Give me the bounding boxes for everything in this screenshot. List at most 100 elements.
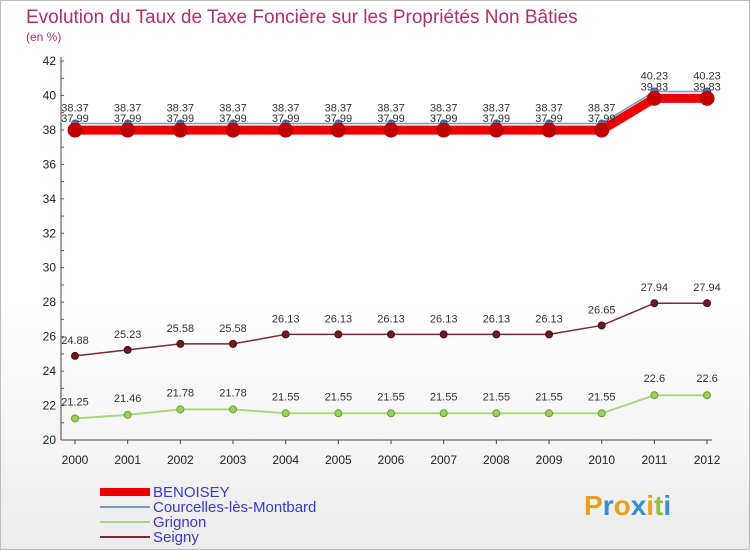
data-label: 26.13	[377, 313, 405, 325]
legend-label: Courcelles-lès-Montbard	[153, 499, 316, 516]
y-tick-label: 42	[43, 54, 57, 68]
data-point	[387, 330, 396, 339]
data-point	[176, 405, 185, 414]
data-label: 38.37	[167, 103, 195, 115]
data-label: 27.94	[693, 282, 721, 294]
data-point	[281, 330, 290, 339]
x-tick-label: 2002	[167, 453, 194, 467]
data-point	[650, 299, 659, 308]
chart-subtitle: (en %)	[26, 30, 61, 44]
data-label: 37.99	[325, 113, 353, 125]
data-label: 40.23	[641, 70, 669, 82]
data-point	[439, 409, 448, 418]
x-tick-label: 2000	[62, 453, 89, 467]
data-label: 38.37	[588, 103, 616, 115]
data-point	[650, 391, 659, 400]
data-point	[176, 339, 185, 348]
y-tick-label: 22	[43, 399, 57, 413]
data-label: 38.37	[430, 103, 458, 115]
x-tick-label: 2004	[272, 453, 299, 467]
data-point	[67, 122, 83, 138]
data-point	[120, 122, 136, 138]
x-tick-label: 2003	[220, 453, 247, 467]
axes: 20 22 24 26 28 30 32 34 36 38 40 42 2000 2001 2002 2003…	[43, 54, 721, 467]
data-label: 38.37	[377, 103, 405, 115]
chart-title: Evolution du Taux de Taxe Foncière sur l…	[26, 7, 578, 28]
data-label: 26.65	[588, 304, 616, 316]
x-tick-label: 2006	[378, 453, 405, 467]
x-tick-label: 2012	[694, 453, 721, 467]
data-label: 38.37	[483, 103, 511, 115]
data-label: 38.37	[325, 103, 353, 115]
data-point	[71, 414, 79, 423]
data-label: 21.78	[219, 387, 247, 399]
data-point	[488, 122, 504, 138]
y-tick-label: 32	[43, 226, 57, 240]
data-point	[387, 409, 396, 418]
data-label: 38.37	[219, 103, 247, 115]
data-label: 21.55	[430, 391, 458, 403]
data-point	[278, 122, 294, 138]
x-tick-label: 2011	[641, 453, 667, 467]
data-label: 26.13	[325, 313, 353, 325]
data-point	[597, 321, 606, 330]
data-point	[123, 345, 132, 354]
data-label: 21.55	[535, 391, 563, 403]
y-tick-label: 24	[43, 364, 57, 378]
logo-letter: o	[614, 490, 631, 521]
data-label: 37.99	[219, 113, 247, 125]
data-point	[436, 122, 452, 138]
y-tick-label: 28	[43, 295, 57, 309]
data-point	[492, 330, 501, 339]
logo-letter: x	[631, 490, 647, 521]
x-tick-label: 2008	[483, 453, 510, 467]
data-label: 37.99	[61, 113, 89, 125]
x-tick-label: 2001	[114, 453, 141, 467]
data-point	[229, 339, 238, 348]
x-tick-label: 2005	[325, 453, 352, 467]
data-label: 37.99	[114, 113, 142, 125]
data-label: 21.55	[325, 391, 353, 403]
data-label: 27.94	[641, 282, 669, 294]
data-point	[172, 122, 188, 138]
data-label: 26.13	[430, 313, 458, 325]
data-label: 39.83	[693, 81, 721, 93]
y-tick-label: 36	[43, 157, 57, 171]
data-label: 38.37	[535, 103, 563, 115]
data-label: 21.25	[61, 396, 89, 408]
data-point	[699, 90, 715, 106]
y-tick-label: 38	[43, 123, 57, 137]
data-point	[229, 405, 238, 414]
data-label: 24.88	[61, 335, 89, 347]
data-point	[439, 330, 448, 339]
data-label: 38.37	[61, 103, 89, 115]
x-tick-label: 2009	[536, 453, 563, 467]
data-label: 26.13	[483, 313, 511, 325]
data-point	[123, 410, 132, 419]
data-label: 26.13	[272, 313, 300, 325]
data-point	[71, 351, 79, 360]
y-tick-label: 20	[43, 433, 57, 447]
data-label: 37.99	[535, 113, 563, 125]
data-label: 22.6	[696, 373, 717, 385]
logo-letter: i	[663, 490, 671, 521]
data-label: 39.83	[641, 81, 669, 93]
data-label: 21.78	[167, 387, 195, 399]
y-tick-label: 40	[43, 88, 57, 102]
data-label: 37.99	[272, 113, 300, 125]
data-point	[545, 330, 554, 339]
data-point	[597, 409, 606, 418]
y-tick-label: 34	[43, 192, 57, 206]
data-point	[545, 409, 554, 418]
series-group: 38.37 38.37 38.37 38.37 38.37 38.37 38.37 38.37…	[61, 70, 721, 423]
data-point	[281, 409, 290, 418]
legend-label: Seigny	[153, 529, 199, 546]
data-label: 22.6	[644, 373, 665, 385]
data-label: 21.55	[272, 391, 300, 403]
data-label: 25.23	[114, 329, 142, 341]
data-label: 37.99	[430, 113, 458, 125]
data-point	[334, 409, 343, 418]
data-point	[703, 299, 712, 308]
data-label: 21.55	[588, 391, 616, 403]
